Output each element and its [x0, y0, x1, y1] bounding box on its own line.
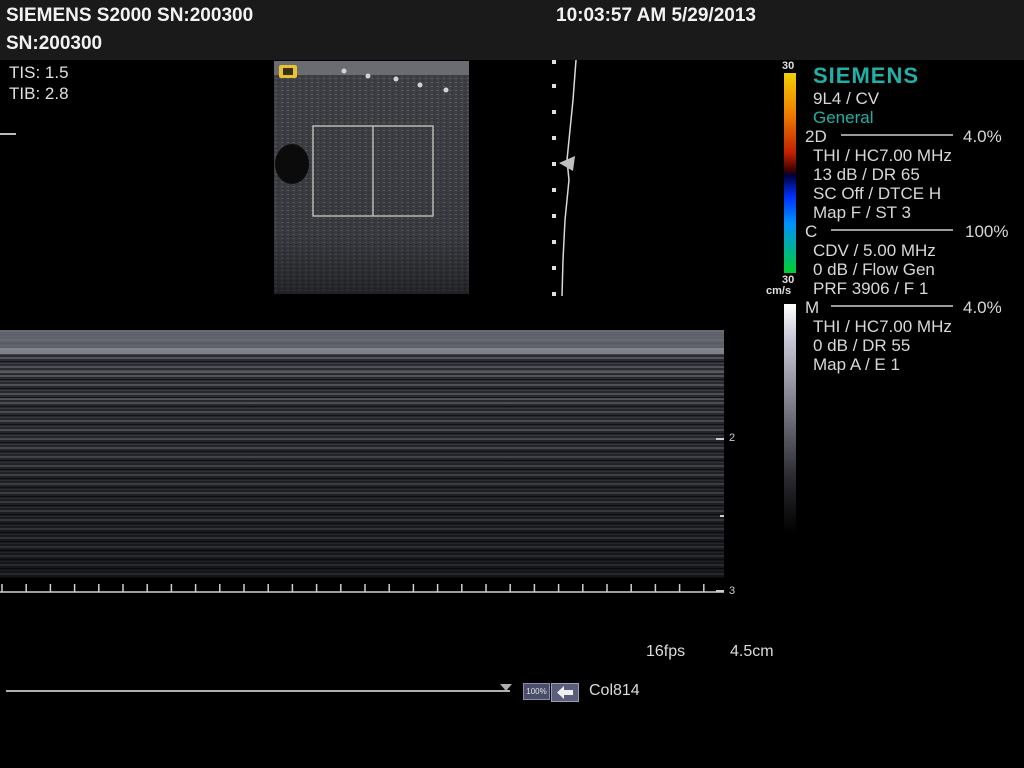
- velocity-colorbar: [784, 73, 796, 273]
- mmode-trace: [0, 330, 724, 578]
- time-axis: [0, 578, 724, 594]
- transducer-orientation-icon: [278, 65, 296, 78]
- mode-m-slider[interactable]: [831, 305, 953, 307]
- mode-m-line-3: Map A / E 1: [813, 355, 900, 374]
- preset-label: General: [813, 108, 874, 127]
- mode-2d-line-4: Map F / ST 3: [813, 203, 911, 222]
- image-depth: 4.5cm: [730, 643, 774, 660]
- depth-label-2: 2: [729, 432, 736, 444]
- mode-2d-slider[interactable]: [841, 134, 953, 136]
- header-bar: [0, 0, 1024, 60]
- frame-rate: 16fps: [646, 643, 686, 660]
- mode-c-value: 100%: [965, 222, 1009, 241]
- mode-2d-value: 4.0%: [963, 127, 1002, 146]
- brand-text: SIEMENS: [813, 63, 920, 88]
- cine-timeline[interactable]: [6, 690, 510, 692]
- colorbar-unit: cm/s: [766, 285, 792, 297]
- depth-tick-mid: [720, 515, 724, 517]
- tib-value: TIB: 2.8: [9, 84, 69, 103]
- mode-c-label: C: [805, 222, 818, 241]
- mode-c-line-3: PRF 3906 / F 1: [813, 279, 929, 298]
- cine-position-marker-icon[interactable]: [500, 684, 512, 691]
- mode-m-line-1: THI / HC7.00 MHz: [813, 317, 952, 336]
- serial-number: SN:200300: [6, 33, 103, 54]
- colorbar-top-label: 30: [782, 60, 795, 72]
- mode-m-line-2: 0 dB / DR 55: [813, 336, 911, 355]
- system-title: SIEMENS S2000 SN:200300: [6, 5, 254, 26]
- reference-image: [274, 61, 469, 294]
- colorbar-bottom-label: 30: [782, 274, 795, 286]
- focus-marker: [0, 133, 16, 135]
- depth-tick-3: [716, 590, 724, 592]
- mode-c-line-2: 0 dB / Flow Gen: [813, 260, 935, 279]
- mode-2d-line-1: THI / HC7.00 MHz: [813, 146, 952, 165]
- mode-c-line-1: CDV / 5.00 MHz: [813, 241, 936, 260]
- brand-logo: SIEMENS: [813, 63, 919, 89]
- mode-2d-line-3: SC Off / DTCE H: [813, 184, 942, 203]
- mode-m-label: M: [805, 298, 820, 317]
- tis-value: TIS: 1.5: [9, 63, 69, 82]
- mode-2d-label: 2D: [805, 127, 827, 146]
- transducer-label: 9L4 / CV: [813, 89, 880, 108]
- mode-m-value: 4.0%: [963, 298, 1002, 317]
- grayscale-bar: [784, 304, 796, 534]
- mode-2d-line-2: 13 dB / DR 65: [813, 165, 920, 184]
- datetime: 10:03:57 AM 5/29/2013: [556, 5, 756, 26]
- depth-label-3: 3: [729, 585, 736, 597]
- depth-scale: [545, 59, 585, 297]
- mode-c-slider[interactable]: [831, 229, 953, 231]
- depth-tick-2: [716, 438, 724, 440]
- colormap-label: Col814: [589, 682, 640, 699]
- back-arrow-icon[interactable]: [551, 683, 579, 702]
- zoom-badge: 100%: [523, 683, 550, 700]
